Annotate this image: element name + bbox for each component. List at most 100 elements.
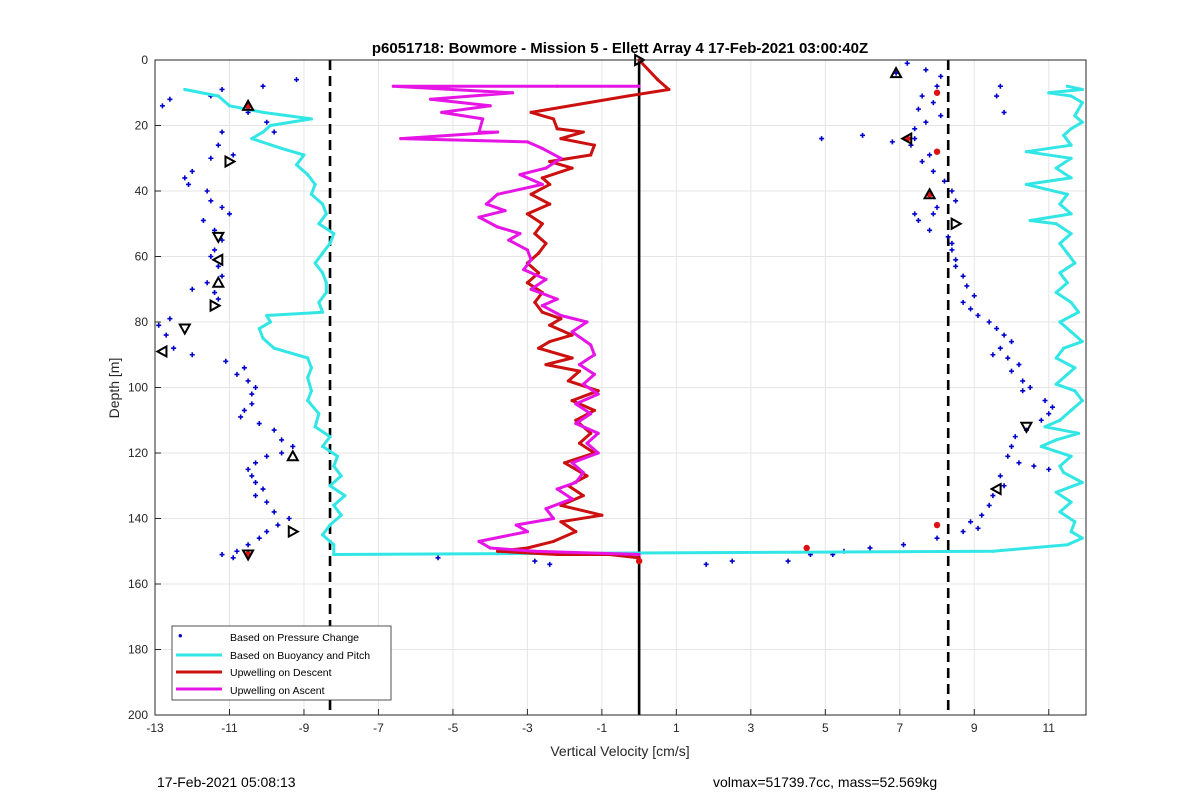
descent-upwelling-point [544, 362, 548, 367]
pressure-change-point [219, 552, 225, 558]
ascent-upwelling-point [559, 156, 563, 160]
descent-upwelling-point [529, 110, 533, 114]
pressure-change-point [975, 312, 981, 318]
x-tick-label: 9 [971, 721, 978, 735]
buoyancy-pitch-point [320, 533, 325, 537]
triangle-marker [950, 217, 963, 231]
ascent-upwelling-point [518, 173, 522, 177]
pressure-change-point [919, 93, 925, 99]
descent-upwelling-point [585, 474, 589, 478]
descent-upwelling-point [544, 241, 548, 245]
pressure-change-point [208, 198, 214, 204]
triangle-marker [922, 187, 937, 200]
buoyancy-pitch-point [1065, 281, 1069, 285]
pressure-change-point [212, 290, 218, 296]
triangle-marker [1019, 421, 1034, 434]
ascent-upwelling-point [496, 130, 500, 134]
y-tick-label: 200 [128, 708, 148, 722]
pressure-change-point [927, 152, 933, 158]
pressure-change-point [930, 211, 936, 217]
pressure-change-point [219, 129, 225, 135]
ascent-upwelling-point [522, 268, 526, 272]
pressure-change-point [949, 240, 955, 246]
buoyancy-pitch-point [332, 464, 336, 468]
ascent-upwelling-point [585, 441, 589, 445]
buoyancy-pitch-point [1069, 176, 1073, 180]
pressure-change-point [204, 280, 210, 286]
triangle-marker [989, 482, 1002, 496]
buoyancy-pitch-point [1058, 241, 1062, 245]
ascent-upwelling-point [589, 412, 593, 416]
pressure-change-point [226, 211, 232, 217]
buoyancy-pitch-point [324, 290, 328, 295]
pressure-change-point [934, 83, 940, 89]
buoyancy-pitch-point [1065, 251, 1069, 255]
ascent-upwelling-point [488, 104, 492, 108]
ascent-upwelling-point [544, 166, 548, 170]
buoyancy-pitch-point [328, 435, 332, 439]
pressure-change-point [1009, 368, 1015, 374]
ascent-upwelling-point [503, 209, 507, 213]
ascent-upwelling-point [574, 480, 578, 485]
pressure-change-point [1031, 463, 1037, 469]
descent-upwelling-point [551, 117, 556, 121]
pressure-change-point [171, 345, 177, 351]
red-marker-dot [933, 89, 941, 96]
buoyancy-pitch-point [1058, 418, 1062, 422]
pressure-change-point [245, 542, 251, 548]
buoyancy-pitch-point [1054, 222, 1058, 226]
pressure-change-point [245, 378, 251, 384]
ascent-upwelling-point [570, 461, 574, 465]
buoyancy-pitch-point [1069, 500, 1073, 504]
buoyancy-pitch-point [261, 130, 265, 134]
buoyancy-pitch-point [343, 493, 347, 498]
ascent-upwelling-point [507, 238, 511, 242]
buoyancy-pitch-point [317, 412, 321, 416]
descent-upwelling-point [592, 143, 597, 147]
buoyancy-pitch-point [1054, 290, 1058, 295]
descent-upwelling-point [525, 281, 530, 285]
pressure-change-point [1038, 417, 1044, 423]
buoyancy-pitch-point [320, 271, 325, 275]
pressure-change-point [1049, 404, 1055, 410]
ascent-upwelling-point [574, 402, 578, 406]
pressure-change-point [167, 96, 173, 102]
buoyancy-pitch-point [313, 425, 317, 429]
buoyancy-pitch-point [272, 346, 276, 350]
pressure-change-point [941, 178, 947, 184]
descent-upwelling-point [559, 317, 563, 321]
buoyancy-pitch-point [309, 117, 314, 121]
ascent-upwelling-point [477, 539, 481, 544]
buoyancy-pitch-point [183, 87, 187, 92]
x-tick-label: -9 [299, 721, 310, 735]
descent-upwelling-point [577, 369, 582, 373]
pressure-change-point [889, 139, 895, 145]
pressure-change-point [1027, 385, 1033, 390]
pressure-change-point [189, 286, 195, 292]
triangle-marker [211, 231, 226, 244]
buoyancy-pitch-point [280, 146, 284, 151]
ascent-upwelling-point [544, 277, 548, 282]
triangle-marker [286, 449, 300, 462]
ascent-upwelling-point [391, 84, 395, 88]
ascent-upwelling-point [581, 382, 585, 386]
buoyancy-pitch-point [1076, 310, 1081, 314]
buoyancy-pitch-point [250, 137, 254, 141]
ascent-upwelling-point [525, 140, 530, 144]
pressure-change-point [253, 479, 259, 485]
ascent-upwelling-point [529, 287, 533, 291]
pressure-change-point [997, 83, 1003, 89]
pressure-change-point [275, 522, 281, 528]
buoyancy-pitch-point [1054, 166, 1058, 170]
pressure-change-point [167, 316, 173, 322]
buoyancy-pitch-point [1069, 212, 1073, 216]
buoyancy-pitch-point [313, 261, 317, 265]
pressure-change-point [964, 283, 970, 289]
y-tick-label: 140 [128, 512, 148, 526]
buoyancy-pitch-point [328, 241, 332, 245]
ascent-upwelling-point [570, 330, 574, 334]
pressure-change-point [234, 371, 240, 377]
pressure-change-point [1020, 388, 1026, 394]
pressure-change-point [230, 555, 236, 561]
ascent-upwelling-point [585, 320, 589, 324]
